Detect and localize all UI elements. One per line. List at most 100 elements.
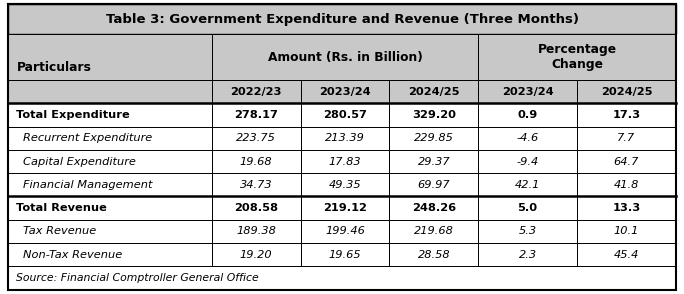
Bar: [300, 220, 389, 243]
Bar: [389, 80, 478, 103]
Bar: [8, 127, 212, 150]
Bar: [212, 34, 478, 80]
Text: 42.1: 42.1: [515, 180, 540, 190]
Text: Percentage
Change: Percentage Change: [538, 43, 616, 71]
Text: 219.68: 219.68: [414, 226, 453, 236]
Text: 2023/24: 2023/24: [502, 87, 553, 97]
Text: Total Revenue: Total Revenue: [16, 203, 107, 213]
Bar: [212, 243, 300, 266]
Text: 213.39: 213.39: [325, 133, 365, 143]
Text: 2023/24: 2023/24: [319, 87, 371, 97]
Text: 19.65: 19.65: [329, 250, 361, 260]
Text: -4.6: -4.6: [516, 133, 539, 143]
Bar: [389, 103, 478, 127]
Text: 29.37: 29.37: [417, 157, 450, 167]
Text: 2024/25: 2024/25: [408, 87, 460, 97]
Text: 329.20: 329.20: [412, 110, 456, 120]
Bar: [300, 173, 389, 196]
Bar: [478, 150, 577, 173]
Bar: [389, 220, 478, 243]
Text: 5.0: 5.0: [518, 203, 538, 213]
Bar: [212, 173, 300, 196]
Text: Recurrent Expenditure: Recurrent Expenditure: [23, 133, 153, 143]
Bar: [212, 127, 300, 150]
Bar: [478, 243, 577, 266]
Text: 223.75: 223.75: [236, 133, 276, 143]
Text: 49.35: 49.35: [329, 180, 361, 190]
Text: 219.12: 219.12: [323, 203, 367, 213]
Bar: [300, 243, 389, 266]
Bar: [8, 34, 212, 80]
Text: Capital Expenditure: Capital Expenditure: [23, 157, 136, 167]
Text: Tax Revenue: Tax Revenue: [23, 226, 96, 236]
Bar: [8, 4, 676, 34]
Bar: [478, 127, 577, 150]
Bar: [577, 173, 676, 196]
Text: Financial Management: Financial Management: [23, 180, 153, 190]
Bar: [577, 80, 676, 103]
Bar: [577, 127, 676, 150]
Text: Non-Tax Revenue: Non-Tax Revenue: [23, 250, 122, 260]
Bar: [8, 150, 212, 173]
Text: 280.57: 280.57: [323, 110, 367, 120]
Bar: [8, 220, 212, 243]
Bar: [577, 103, 676, 127]
Text: 19.68: 19.68: [240, 157, 272, 167]
Text: Table 3: Government Expenditure and Revenue (Three Months): Table 3: Government Expenditure and Reve…: [105, 13, 579, 26]
Bar: [389, 127, 478, 150]
Text: 19.20: 19.20: [240, 250, 272, 260]
Text: 34.73: 34.73: [240, 180, 272, 190]
Bar: [8, 103, 212, 127]
Text: 208.58: 208.58: [234, 203, 278, 213]
Text: 17.83: 17.83: [329, 157, 361, 167]
Bar: [577, 196, 676, 220]
Bar: [389, 150, 478, 173]
Bar: [389, 196, 478, 220]
Text: 13.3: 13.3: [612, 203, 640, 213]
Bar: [212, 220, 300, 243]
Text: 64.7: 64.7: [614, 157, 639, 167]
Bar: [478, 34, 676, 80]
Text: 41.8: 41.8: [614, 180, 639, 190]
Text: 5.3: 5.3: [518, 226, 537, 236]
Text: 229.85: 229.85: [414, 133, 453, 143]
Bar: [212, 196, 300, 220]
Text: Total Expenditure: Total Expenditure: [16, 110, 130, 120]
Text: 28.58: 28.58: [417, 250, 450, 260]
Bar: [478, 80, 577, 103]
Bar: [478, 173, 577, 196]
Bar: [212, 103, 300, 127]
Text: Source: Financial Comptroller General Office: Source: Financial Comptroller General Of…: [16, 273, 259, 283]
Bar: [577, 220, 676, 243]
Text: 2024/25: 2024/25: [601, 87, 652, 97]
Text: 69.97: 69.97: [417, 180, 450, 190]
Bar: [389, 243, 478, 266]
Text: 2022/23: 2022/23: [231, 87, 282, 97]
Text: Particulars: Particulars: [16, 61, 91, 74]
Text: Amount (Rs. in Billion): Amount (Rs. in Billion): [267, 51, 423, 64]
Bar: [300, 196, 389, 220]
Text: 45.4: 45.4: [614, 250, 639, 260]
Text: 10.1: 10.1: [614, 226, 639, 236]
Bar: [478, 220, 577, 243]
Text: 7.7: 7.7: [618, 133, 635, 143]
Bar: [300, 127, 389, 150]
Text: 2.3: 2.3: [518, 250, 537, 260]
Bar: [300, 80, 389, 103]
Text: 189.38: 189.38: [236, 226, 276, 236]
Bar: [212, 150, 300, 173]
Text: 0.9: 0.9: [518, 110, 538, 120]
Text: 17.3: 17.3: [612, 110, 640, 120]
Bar: [8, 196, 212, 220]
Bar: [577, 243, 676, 266]
Bar: [8, 243, 212, 266]
Bar: [478, 196, 577, 220]
Text: 199.46: 199.46: [325, 226, 365, 236]
Bar: [478, 103, 577, 127]
Text: 248.26: 248.26: [412, 203, 456, 213]
Bar: [577, 150, 676, 173]
Bar: [212, 80, 300, 103]
Bar: [300, 150, 389, 173]
Bar: [389, 173, 478, 196]
Text: 278.17: 278.17: [235, 110, 278, 120]
